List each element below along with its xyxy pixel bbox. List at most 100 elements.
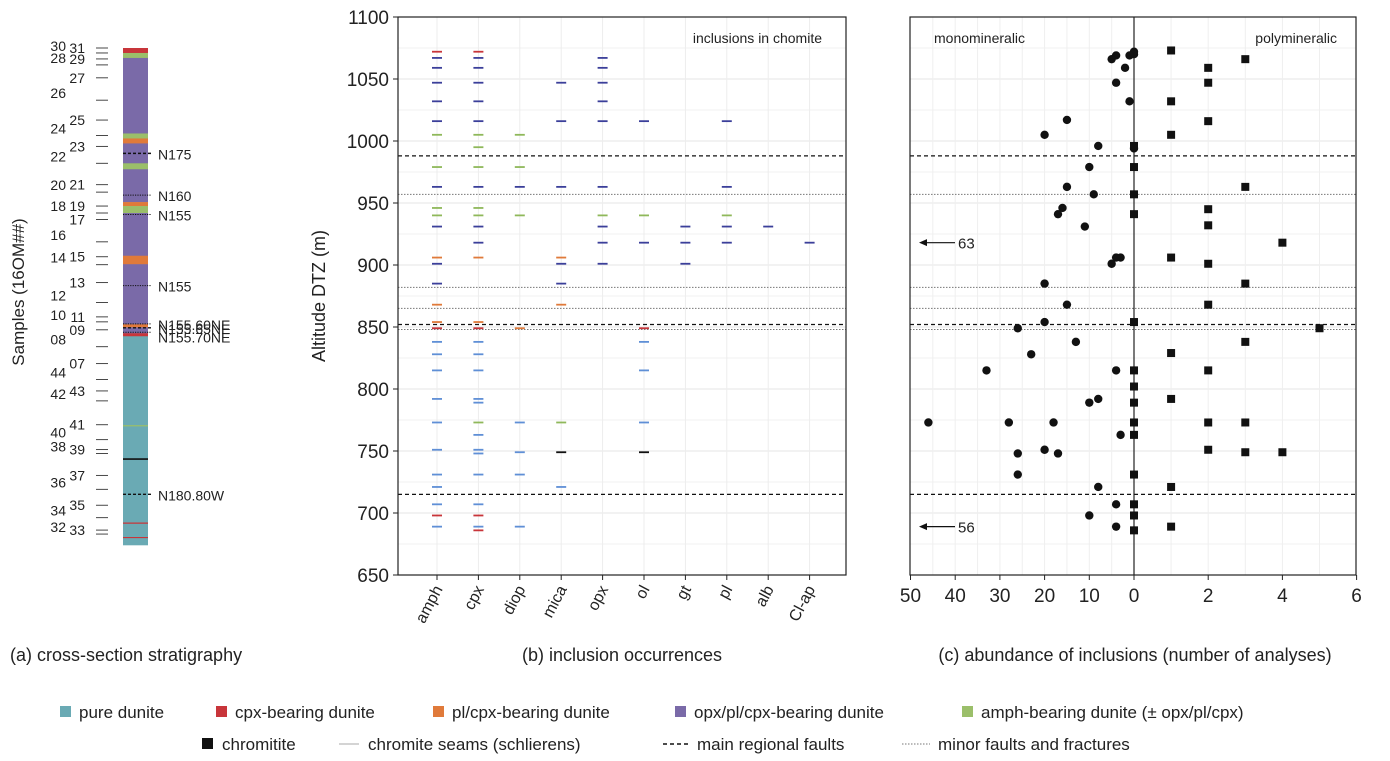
b-ytick-label: 750 (357, 442, 389, 463)
strat-layer (123, 336, 148, 546)
stratigraphic-column (123, 48, 151, 546)
strat-layer (123, 133, 148, 139)
legend-swatch-cpx-bearing (216, 706, 227, 717)
overflow-label: 63 (958, 236, 975, 253)
b-xtick-label: pl (715, 583, 736, 602)
monomineralic-point (1111, 500, 1121, 509)
sample-label: 17 (69, 211, 85, 227)
sample-label: 20 (50, 177, 66, 193)
monomineralic-point (1053, 209, 1063, 219)
b-ytick-label: 950 (357, 194, 389, 215)
b-ytick-label: 700 (357, 504, 389, 525)
overflow-arrow-head (919, 239, 927, 247)
panel-c-arrows: 63 56 (919, 236, 975, 537)
monomineralic-point (1013, 324, 1022, 333)
monomineralic-point (1089, 190, 1098, 199)
legend-label-chromitite: chromitite (222, 735, 296, 754)
monomineralic-point (1040, 445, 1049, 454)
fault-label: N155 (158, 207, 192, 223)
panel-a-ylabel: Samples (16OM##) (9, 218, 28, 365)
monomineralic-point (1107, 54, 1116, 64)
sample-label: 34 (50, 503, 66, 519)
monomineralic-point (1040, 130, 1049, 139)
panel-c-points (924, 46, 1324, 535)
sample-label: 36 (50, 474, 66, 490)
sample-label: 41 (69, 417, 85, 433)
sample-label: 42 (50, 386, 66, 402)
polymineralic-point (1204, 366, 1213, 375)
polymineralic-point (1130, 526, 1138, 535)
legend-label-main-faults: main regional faults (697, 735, 844, 754)
polymineralic-point (1204, 300, 1213, 309)
sample-label: 29 (69, 51, 85, 67)
monomineralic-point (1080, 222, 1090, 231)
sample-label: 22 (50, 148, 66, 164)
strat-layer (123, 169, 148, 203)
polymineralic-point (1130, 470, 1138, 479)
strat-layer (123, 264, 148, 325)
monomineralic-point (1094, 482, 1103, 492)
polymineralic-point (1130, 398, 1138, 407)
sample-label: 37 (69, 467, 85, 483)
sample-label: 33 (69, 522, 85, 538)
polymineralic-point (1204, 63, 1213, 72)
polymineralic-point (1130, 318, 1138, 327)
strat-layer (123, 327, 148, 334)
monomineralic-point (1058, 203, 1067, 213)
polymineralic-point (1130, 190, 1138, 199)
polymineralic-point (1130, 430, 1138, 439)
panel-b-x-ticks: amph cpx diop mica opx ol gt pl alb Cl-ap (413, 575, 819, 626)
panel-c-left-title: monomineralic (934, 30, 1025, 46)
polymineralic-point (1204, 78, 1213, 87)
sample-label: 23 (69, 138, 85, 154)
legend-swatch-pl-cpx-bearing (433, 706, 444, 717)
fault-label: N155 (158, 279, 192, 295)
monomineralic-point (1111, 78, 1121, 87)
monomineralic-point (982, 366, 991, 375)
b-xtick-label: mica (540, 583, 571, 621)
polymineralic-point (1204, 205, 1213, 214)
b-ytick-label: 650 (357, 566, 389, 587)
b-xtick-label: cpx (461, 583, 488, 613)
legend-swatch-chromitite (202, 738, 213, 749)
polymineralic-point (1130, 511, 1138, 520)
panel-b-caption: (b) inclusion occurrences (522, 645, 722, 665)
polymineralic-point (1204, 418, 1213, 427)
b-xtick-label: alb (753, 583, 778, 610)
monomineralic-point (1071, 337, 1081, 347)
overflow-label: 56 (958, 520, 975, 537)
panel-b-faults (398, 155, 846, 496)
b-ytick-label: 900 (357, 256, 389, 277)
monomineralic-point (1111, 253, 1121, 262)
sample-label: 32 (50, 519, 66, 535)
sample-label: 08 (50, 332, 66, 348)
legend-swatch-opx-pl-cpx-bearing (675, 706, 686, 717)
polymineralic-point (1204, 117, 1213, 126)
legend-label-amph-bearing: amph-bearing dunite (± opx/pl/cpx) (981, 703, 1244, 722)
panel-b-marks (432, 50, 815, 532)
polymineralic-point (1241, 55, 1250, 64)
panel-c-right-title: polymineralic (1255, 30, 1337, 46)
sample-label: 25 (69, 112, 85, 128)
c-xtick-label: 2 (1203, 586, 1214, 607)
monomineralic-point (1040, 317, 1049, 327)
strat-layer (123, 213, 148, 257)
fault-labels: N175 N160 N155 N155 N155.60NEN155.65NEN155.7… (158, 146, 230, 503)
monomineralic-point (1125, 97, 1134, 106)
polymineralic-point (1167, 130, 1176, 139)
monomineralic-point (1125, 51, 1134, 60)
sample-label: 10 (50, 307, 66, 323)
monomineralic-point (1040, 279, 1049, 288)
strat-layer (123, 52, 148, 59)
sample-label: 26 (50, 85, 66, 101)
sample-labels: 3130292827262524232221201918171615141312… (50, 38, 108, 538)
polymineralic-point (1241, 418, 1250, 427)
c-xtick-label: 6 (1351, 586, 1362, 607)
polymineralic-point (1204, 445, 1213, 454)
b-xtick-label: Cl-ap (786, 583, 819, 625)
polymineralic-point (1130, 163, 1138, 172)
fault-label: N160 (158, 188, 192, 204)
polymineralic-point (1241, 279, 1250, 288)
polymineralic-point (1167, 522, 1176, 531)
